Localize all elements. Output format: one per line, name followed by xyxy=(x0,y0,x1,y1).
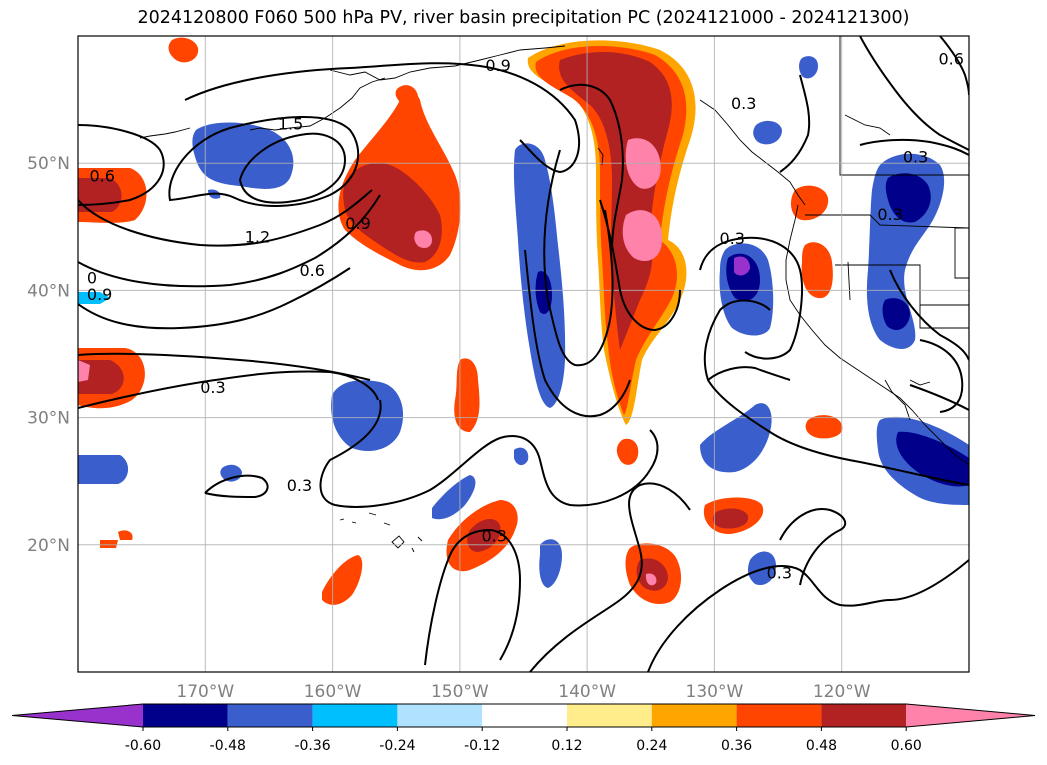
coastlines xyxy=(139,36,969,553)
lon-tick-label: 160°W xyxy=(304,682,362,702)
colorbar-tick-label: 0.36 xyxy=(721,738,752,754)
colorbar: -0.60 -0.48 -0.36 -0.24 -0.12 0.12 0.24 0.36 0.4… xyxy=(11,703,1036,754)
colorbar-tick-label: -0.48 xyxy=(210,738,246,754)
map-frame xyxy=(77,35,970,673)
colorbar-swatch xyxy=(567,704,652,727)
contour-label: 0.3 xyxy=(720,229,745,248)
contour-label: 0.3 xyxy=(481,527,506,546)
colorbar-swatch xyxy=(227,704,313,727)
pv-contours xyxy=(78,36,969,672)
colorbar-swatch xyxy=(736,704,822,727)
colorbar-tick-label: 0.60 xyxy=(891,738,922,754)
lat-tick-label: 40°N xyxy=(27,281,70,301)
colorbar-swatch xyxy=(143,704,228,727)
latitude-labels: 20°N 30°N 40°N 50°N xyxy=(27,154,70,556)
contour-label: 0.6 xyxy=(299,261,324,280)
contour-label: 0.9 xyxy=(485,56,510,75)
colorbar-tick-label: -0.12 xyxy=(464,738,500,754)
colorbar-tick-label: -0.36 xyxy=(294,738,330,754)
contour-label: 0.3 xyxy=(287,476,312,495)
colorbar-swatch xyxy=(821,704,907,727)
contour-label: 0.3 xyxy=(200,378,225,397)
contour-label: 0.6 xyxy=(938,50,963,69)
lon-tick-label: 130°W xyxy=(686,682,744,702)
precipitation-field xyxy=(78,37,969,605)
contour-label: 1.2 xyxy=(245,228,270,247)
colorbar-swatch xyxy=(482,704,567,727)
contour-label: 0.3 xyxy=(767,564,792,583)
contour-label: 0.3 xyxy=(731,94,756,113)
contour-label: 0.3 xyxy=(903,148,928,167)
lon-tick-label: 140°W xyxy=(558,682,616,702)
colorbar-extend-high xyxy=(906,704,1035,727)
colorbar-tick-label: 0.24 xyxy=(636,738,667,754)
contour-label: 0.3 xyxy=(877,205,902,224)
contour-label: 1.5 xyxy=(278,115,303,134)
colorbar-extend-low xyxy=(12,704,143,727)
lon-tick-label: 150°W xyxy=(431,682,489,702)
colorbar-tick-label: 0.48 xyxy=(806,738,837,754)
map-title: 2024120800 F060 500 hPa PV, river basin … xyxy=(137,8,910,28)
colorbar-swatch xyxy=(397,704,483,727)
lon-tick-label: 170°W xyxy=(176,682,234,702)
lat-tick-label: 20°N xyxy=(27,536,70,556)
lon-tick-label: 120°W xyxy=(813,682,871,702)
contour-label: 0.9 xyxy=(87,285,112,304)
colorbar-tick-label: -0.60 xyxy=(125,738,161,754)
colorbar-swatch xyxy=(312,704,398,727)
colorbar-swatch xyxy=(651,704,737,727)
longitude-labels: 170°W 160°W 150°W 140°W 130°W 120°W xyxy=(176,682,870,702)
lat-tick-label: 50°N xyxy=(27,154,70,174)
colorbar-tick-label: -0.24 xyxy=(379,738,415,754)
lat-tick-label: 30°N xyxy=(27,409,70,429)
contour-label: 0.6 xyxy=(89,167,114,186)
contour-label: 0 xyxy=(87,268,97,287)
contour-labels: 0.9 1.5 0.6 1.2 0.9 0.6 0.3 0.3 0.3 0.3 0.3 0.3 0.6 0… xyxy=(87,50,964,583)
colorbar-tick-label: 0.12 xyxy=(551,738,582,754)
contour-label: 0.9 xyxy=(345,214,370,233)
